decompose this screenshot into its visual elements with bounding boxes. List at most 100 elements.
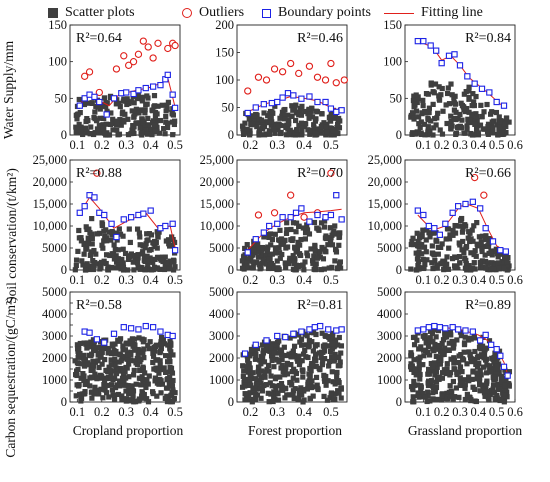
- panel-2-scatter-point-175: [306, 115, 312, 121]
- panel-4-scatter-point-151: [127, 254, 133, 260]
- panel-8-scatter-point-161: [291, 343, 298, 349]
- panel-6-scatter-point-118: [416, 264, 422, 270]
- panel-8-boundary-point-10: [325, 326, 332, 333]
- panel-3-boundary-point-5: [445, 52, 453, 59]
- panel-6-boundary-point-4: [436, 231, 443, 238]
- panel-4-scatter-point-182: [89, 241, 95, 247]
- panel-1-scatter-point-83: [142, 122, 148, 128]
- panel-1-scatter-point-184: [82, 125, 89, 131]
- panel-7-scatter-point-250: [158, 348, 164, 354]
- panel-9-scatter-point-89: [442, 330, 448, 336]
- panel-8-boundary-point-12: [338, 326, 345, 333]
- panel-5-scatter-point-150: [321, 224, 327, 230]
- panel-3-scatter-point-79: [464, 126, 470, 132]
- panel-7-scatter-point-288: [123, 341, 129, 347]
- panel-7-scatter-point-349: [145, 342, 151, 348]
- panel-9-scatter-point-224: [462, 382, 468, 388]
- panel-7-scatter-point-351: [138, 382, 144, 388]
- panel-1-scatter-point-208: [125, 132, 132, 138]
- panel-2-scatter-point-146: [278, 129, 284, 136]
- panel-8-scatter-point-310: [303, 354, 309, 360]
- panel-4-scatter-point-176: [155, 230, 161, 236]
- panel-7-scatter-point-235: [147, 339, 153, 345]
- panel-6-boundary-point-8: [462, 200, 469, 208]
- panel-8-boundary-point-7: [306, 326, 313, 333]
- panel-4-scatter-point-137: [104, 238, 110, 244]
- panel-8-scatter-point-294: [247, 377, 253, 383]
- panel-7-scatter-point-88: [156, 381, 162, 387]
- panel-4-scatter-point-194: [144, 253, 150, 259]
- panel-4-scatter-point-124: [111, 242, 117, 248]
- panel-8-scatter-point-264: [334, 374, 340, 380]
- panel-5-scatter-point-22: [284, 227, 290, 233]
- panel-5-scatter-point-176: [287, 255, 293, 261]
- panel-3-scatter-point-164: [482, 126, 488, 132]
- panel-9-boundary-point-2: [425, 324, 432, 331]
- panel-7-scatter-point-112: [127, 341, 134, 347]
- panel-5-scatter-point-140: [322, 218, 328, 224]
- panel-5-scatter-point-166: [321, 246, 327, 252]
- panel-9-scatter-point-213: [429, 363, 436, 370]
- panel-6-scatter-point-150: [489, 260, 495, 266]
- panel-4-scatter-point-207: [111, 256, 118, 262]
- panel-7-scatter-point-282: [152, 375, 158, 381]
- panel-8-scatter-point-279: [316, 350, 323, 356]
- panel-5-ytick-label-2: 10,000: [200, 219, 234, 233]
- panel-5-scatter-point-144: [328, 237, 334, 243]
- panel-4-scatter-point-152: [162, 254, 168, 260]
- panel-8-scatter-point-205: [244, 364, 250, 370]
- panel-3-scatter-point-63: [470, 118, 476, 124]
- panel-3-scatter-point-39: [478, 102, 484, 108]
- panel-5-boundary-point-6: [287, 214, 294, 221]
- panel-6-xtick-label-2: 0.3: [452, 273, 468, 287]
- panel-9-boundary-point-12: [488, 341, 495, 348]
- panel-5-scatter-point-80: [302, 230, 309, 236]
- panel-1-xtick-label-1: 0.2: [94, 138, 110, 152]
- panel-1-scatter-point-111: [101, 95, 108, 101]
- panel-4-scatter-point-68: [106, 229, 112, 235]
- legend-scatter: Scatter plots: [48, 4, 135, 22]
- panel-6-outlier-0: [471, 173, 479, 182]
- panel-4-boundary-point-12: [147, 207, 154, 214]
- panel-2-scatter-point-122: [293, 102, 299, 108]
- panel-7-scatter-point-20: [128, 349, 134, 355]
- panel-3-boundary-point-12: [493, 98, 500, 106]
- panel-9-scatter-point-80: [433, 369, 439, 375]
- panel-4-scatter-point-186: [78, 235, 84, 241]
- panel-7-scatter-point-258: [81, 340, 87, 346]
- panel-9-scatter-point-218: [447, 383, 453, 389]
- panel-9-scatter-point-354: [447, 394, 453, 400]
- panel-3-boundary-point-7: [456, 62, 464, 69]
- panel-8-scatter-point-169: [264, 342, 270, 348]
- panel-6-scatter-point-158: [433, 237, 439, 243]
- panel-7-scatter-point-136: [128, 357, 134, 364]
- panel-7-scatter-point-201: [106, 394, 112, 400]
- panel-1-outlier-4: [120, 52, 128, 60]
- panel-7-scatter-point-316: [78, 361, 84, 367]
- panel-5-scatter-point-198: [266, 256, 272, 262]
- panel-7-scatter-point-326: [120, 346, 126, 353]
- panel-6-scatter-point-103: [459, 247, 465, 253]
- panel-3-scatter-point-36: [464, 123, 470, 129]
- panel-7-scatter-point-21: [170, 352, 176, 358]
- panel-6-scatter-point-102: [478, 239, 484, 245]
- panel-5-scatter-point-205: [239, 258, 245, 264]
- panel-4-scatter-point-170: [135, 252, 141, 258]
- panel-6-xtick-label-1: 0.2: [434, 273, 450, 287]
- panel-8-scatter-point-304: [296, 353, 302, 359]
- panel-6-scatter-point-196: [421, 265, 427, 272]
- panel-5-scatter-point-155: [241, 253, 247, 259]
- panel-2-scatter-point-56: [319, 111, 325, 117]
- panel-1-scatter-point-42: [163, 113, 169, 120]
- panel-9-scatter-point-228: [490, 365, 496, 371]
- panel-8-ytick-label-2: 2000: [209, 351, 234, 365]
- panel-8-scatter-point-324: [260, 351, 266, 357]
- panel-4-scatter-point-181: [78, 238, 85, 244]
- panel-2-xtick-label-0: 0.2: [243, 138, 259, 152]
- panel-5-scatter-point-122: [329, 242, 336, 248]
- legend-scatter-marker: [48, 8, 58, 18]
- panel-7-scatter-point-114: [123, 388, 129, 394]
- panel-6-scatter-point-207: [471, 251, 477, 258]
- panel-8-scatter-point-206: [331, 357, 338, 363]
- panel-6-scatter-point-186: [446, 245, 452, 251]
